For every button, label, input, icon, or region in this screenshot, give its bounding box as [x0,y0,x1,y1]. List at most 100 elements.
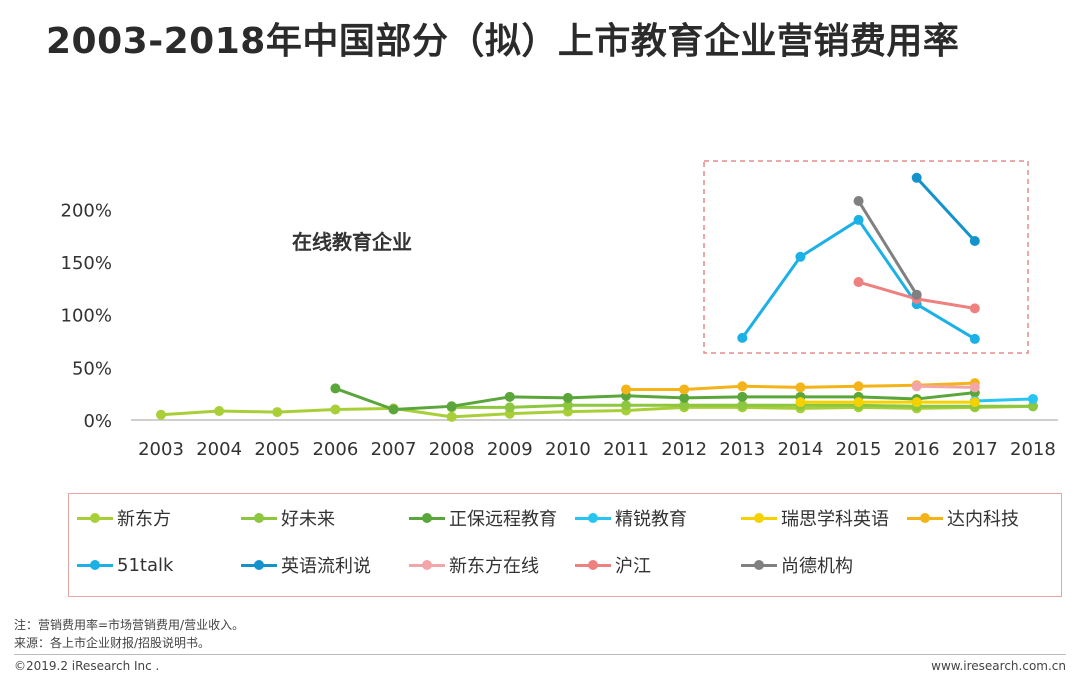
legend-label: 瑞思学科英语 [781,509,889,530]
chart-legend: 新东方 好未来 正保远程教育 精锐教育 瑞思学科英语 达内科技 51talk 英语流利说 新东方… [68,493,1062,597]
legend-item: 达内科技 [907,506,1019,530]
series-尚德机构-point [911,289,922,300]
x-tick-label: 2014 [778,439,824,460]
series-瑞思学科英语-point [969,397,980,408]
legend-item: 正保远程教育 [409,506,557,530]
legend-label: 51talk [117,554,174,576]
legend-item: 英语流利说 [241,553,371,577]
series-好未来-point [1027,401,1038,412]
series-达内科技-point [795,382,806,393]
series-51talk-point [737,332,748,343]
legend-swatch [741,553,777,577]
copyright: ©2019.2 iResearch Inc . [14,659,160,673]
series-正保远程教育-point [737,391,748,402]
online-education-highlight-box [703,160,1029,354]
x-tick-label: 2004 [196,439,242,460]
x-tick-label: 2005 [254,439,300,460]
legend-swatch [409,506,445,530]
x-tick-label: 2010 [545,439,591,460]
x-tick-label: 2011 [603,439,649,460]
series-正保远程教育-line [334,386,975,411]
series-正保远程教育-point [504,391,515,402]
series-正保远程教育-point [446,401,457,412]
series-新东方-line [160,404,1033,419]
series-好未来-point [504,402,515,413]
legend-label: 正保远程教育 [449,509,557,530]
series-尚德机构-point [853,195,864,206]
x-tick-label: 2008 [429,439,475,460]
legend-swatch [241,506,277,530]
series-达内科技-point [679,384,690,395]
series-新东方在线-point [969,382,980,393]
series-51talk-point [795,251,806,262]
y-tick-label: 200% [61,200,112,221]
legend-swatch [741,506,777,530]
x-tick-label: 2009 [487,439,533,460]
series-好未来-point [737,400,748,411]
line-chart: 0% 50% 100% 150% 200% 2003 2004 2005 2006 2007 200… [61,160,1058,460]
legend-item: 好未来 [241,506,335,530]
source-note: 来源：各上市企业财报/招股说明书。 [14,636,211,650]
series-正保远程教育-point [388,404,399,415]
legend-swatch [907,506,943,530]
legend-swatch [241,553,277,577]
y-tick-label: 0% [83,411,112,432]
series-新东方-point [272,407,283,418]
y-tick-label: 100% [61,306,112,327]
page-title: 2003-2018年中国部分（拟）上市教育企业营销费用率 [46,21,960,62]
legend-item: 51talk [77,553,173,577]
series-精锐教育-point [1027,393,1038,404]
series-正保远程教育-point [330,383,341,394]
series-达内科技-point [621,384,632,395]
x-tick-label: 2007 [371,439,417,460]
series-51talk-point [853,214,864,225]
series-新东方-point [156,409,166,420]
legend-label: 好未来 [281,509,335,530]
series-英语流利说-point [969,235,980,246]
series-好未来-point [679,400,690,411]
series-精锐教育-line [974,397,1034,403]
x-tick-label: 2013 [719,439,765,460]
legend-label: 英语流利说 [281,556,371,577]
legend-item: 新东方在线 [409,553,539,577]
legend-label: 尚德机构 [781,556,853,577]
x-tick-label: 2017 [952,439,998,460]
legend-swatch [77,553,113,577]
website: www.iresearch.com.cn [931,659,1066,673]
series-瑞思学科英语-point [853,397,864,408]
legend-item: 精锐教育 [575,506,687,530]
legend-item: 沪江 [575,553,651,577]
legend-swatch [575,553,611,577]
series-好未来-point [562,400,573,411]
legend-swatch [409,553,445,577]
x-tick-label: 2015 [836,439,882,460]
x-tick-label: 2003 [138,439,184,460]
legend-label: 新东方在线 [449,556,539,577]
legend-item: 瑞思学科英语 [741,506,889,530]
series-沪江-point [853,277,864,288]
legend-swatch [77,506,113,530]
footer-divider [14,654,1066,655]
x-tick-label: 2006 [312,439,358,460]
x-tick-label: 2018 [1010,439,1056,460]
series-英语流利说-point [911,172,922,183]
online-education-annotation: 在线教育企业 [292,230,412,254]
chart-marks [156,172,1038,422]
legend-label: 精锐教育 [615,509,687,530]
series-瑞思学科英语-point [911,397,922,408]
series-新东方在线-line [916,384,975,389]
y-tick-label: 50% [72,358,112,379]
series-达内科技-point [737,381,748,392]
x-tick-label: 2012 [661,439,707,460]
x-tick-label: 2016 [894,439,940,460]
series-正保远程教育-point [679,392,690,403]
series-瑞思学科英语-point [795,397,806,408]
legend-swatch [575,506,611,530]
series-尚德机构-line [857,200,918,296]
legend-label: 新东方 [117,509,171,530]
series-达内科技-point [853,381,864,392]
legend-label: 沪江 [615,556,651,577]
series-好未来-point [621,400,632,411]
series-新东方-point [446,411,457,422]
series-英语流利说-line [915,176,976,243]
